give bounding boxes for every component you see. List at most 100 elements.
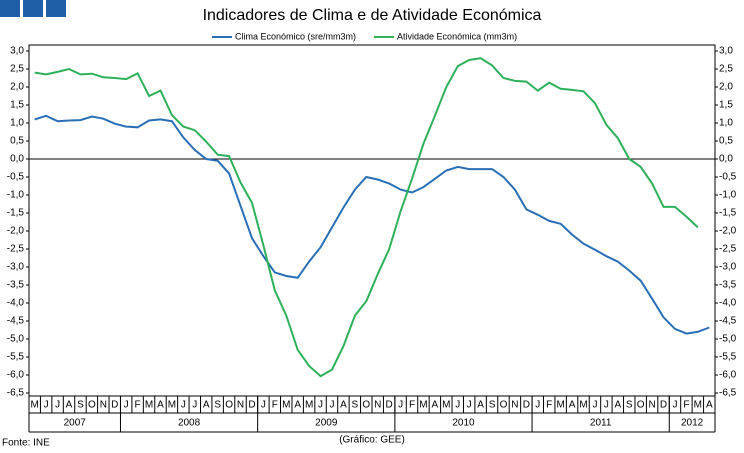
x-tick-label: F: [135, 400, 141, 411]
y-tick-label: -6,5: [7, 388, 25, 399]
x-tick-label: J: [318, 400, 323, 411]
y-tick-label: -1,5: [7, 208, 25, 219]
plot-area: [28, 44, 716, 397]
x-tick-label: M: [442, 400, 450, 411]
series-line: [34, 57, 699, 378]
x-tick-label: O: [225, 400, 233, 411]
x-tick-label: A: [340, 400, 347, 411]
x-tick-label: N: [237, 400, 244, 411]
y-tick-label: 0,5: [10, 136, 24, 147]
x-tick-label: J: [55, 400, 60, 411]
x-group-label: 2011: [590, 418, 612, 429]
x-tick-label: J: [44, 400, 49, 411]
x-tick-label: M: [305, 400, 313, 411]
y-tick-label-right: -6,5: [719, 388, 737, 399]
y-tick-label: 2,0: [10, 82, 24, 93]
x-tick-label: O: [637, 400, 645, 411]
x-tick-label: A: [157, 400, 164, 411]
x-tick-label: A: [569, 400, 576, 411]
legend-label: Atividade Económica (mm3m): [397, 31, 517, 41]
x-tick-label: O: [362, 400, 370, 411]
x-group-label: 2012: [681, 418, 704, 429]
x-tick-label: M: [579, 400, 587, 411]
y-tick-label: -4,0: [7, 298, 25, 309]
y-tick-label-right: 0,5: [719, 136, 733, 147]
x-tick-label: J: [261, 400, 266, 411]
y-tick-label: -3,5: [7, 280, 25, 291]
x-tick-label: O: [88, 400, 96, 411]
x-tick-label: S: [489, 400, 496, 411]
x-tick-label: J: [592, 400, 597, 411]
x-tick-label: N: [374, 400, 381, 411]
y-tick-label: -5,0: [7, 334, 25, 345]
x-tick-label: D: [523, 400, 530, 411]
x-group-label: 2007: [64, 418, 87, 429]
y-tick-label-right: 0,0: [719, 154, 733, 165]
y-tick-label: -4,5: [7, 316, 25, 327]
source: Fonte: INE: [2, 438, 50, 449]
x-tick-label: D: [111, 400, 118, 411]
y-tick-label-right: 3,0: [719, 46, 733, 57]
x-tick-label: J: [604, 400, 609, 411]
x-tick-label: A: [432, 400, 439, 411]
y-tick-label-right: -3,0: [719, 262, 737, 273]
y-tick-label: 1,5: [10, 100, 24, 111]
x-tick-label: S: [626, 400, 633, 411]
x-tick-label: D: [386, 400, 393, 411]
x-group-label: 2010: [452, 418, 475, 429]
x-tick-label: D: [248, 400, 255, 411]
x-tick-label: J: [192, 400, 197, 411]
x-tick-label: N: [100, 400, 107, 411]
y-tick-label: -2,0: [7, 226, 25, 237]
y-tick-label: 3,0: [10, 46, 24, 57]
y-tick-label-right: 1,5: [719, 100, 733, 111]
x-tick-label: S: [214, 400, 221, 411]
x-tick-label: A: [477, 400, 484, 411]
x-tick-label: F: [546, 400, 552, 411]
x-tick-label: J: [124, 400, 129, 411]
legend-label: Clima Económico (sre/mm3m): [235, 31, 356, 41]
y-tick-label-right: -4,0: [719, 298, 737, 309]
x-tick-label: A: [706, 400, 713, 411]
x-group-label: 2009: [315, 418, 338, 429]
y-tick-label-right: -1,5: [719, 208, 737, 219]
x-tick-label: J: [181, 400, 186, 411]
x-tick-label: J: [467, 400, 472, 411]
x-tick-label: J: [398, 400, 403, 411]
x-tick-label: D: [660, 400, 667, 411]
x-tick-label: M: [31, 400, 39, 411]
series-line: [34, 114, 710, 335]
logo-block: [23, 0, 43, 17]
y-tick-label-right: -1,0: [719, 190, 737, 201]
x-tick-label: A: [294, 400, 301, 411]
x-tick-label: M: [282, 400, 290, 411]
y-tick-label-right: 2,0: [719, 82, 733, 93]
x-tick-label: J: [455, 400, 460, 411]
y-tick-label-right: -0,5: [719, 172, 737, 183]
y-tick-label-right: -6,0: [719, 370, 737, 381]
y-tick-label-right: 2,5: [719, 64, 733, 75]
x-tick-label: A: [66, 400, 73, 411]
x-tick-label: F: [272, 400, 278, 411]
x-tick-label: J: [535, 400, 540, 411]
y-tick-label-right: -4,5: [719, 316, 737, 327]
y-tick-label: 1,0: [10, 118, 24, 129]
chart-title: Indicadores de Clima e de Atividade Econ…: [203, 7, 542, 24]
x-tick-label: J: [672, 400, 677, 411]
x-tick-label: O: [500, 400, 508, 411]
x-tick-label: M: [168, 400, 176, 411]
x-tick-label: N: [511, 400, 518, 411]
y-tick-label-right: 1,0: [719, 118, 733, 129]
y-tick-label-right: -5,5: [719, 352, 737, 363]
y-tick-label: -0,5: [7, 172, 25, 183]
x-tick-label: F: [683, 400, 689, 411]
credit: (Gráfico: GEE): [339, 435, 405, 446]
y-tick-label-right: -2,0: [719, 226, 737, 237]
x-tick-label: M: [419, 400, 427, 411]
logo-block: [0, 0, 20, 17]
y-tick-label: 2,5: [10, 64, 24, 75]
x-tick-label: J: [329, 400, 334, 411]
x-tick-label: A: [614, 400, 621, 411]
x-tick-label: S: [352, 400, 359, 411]
